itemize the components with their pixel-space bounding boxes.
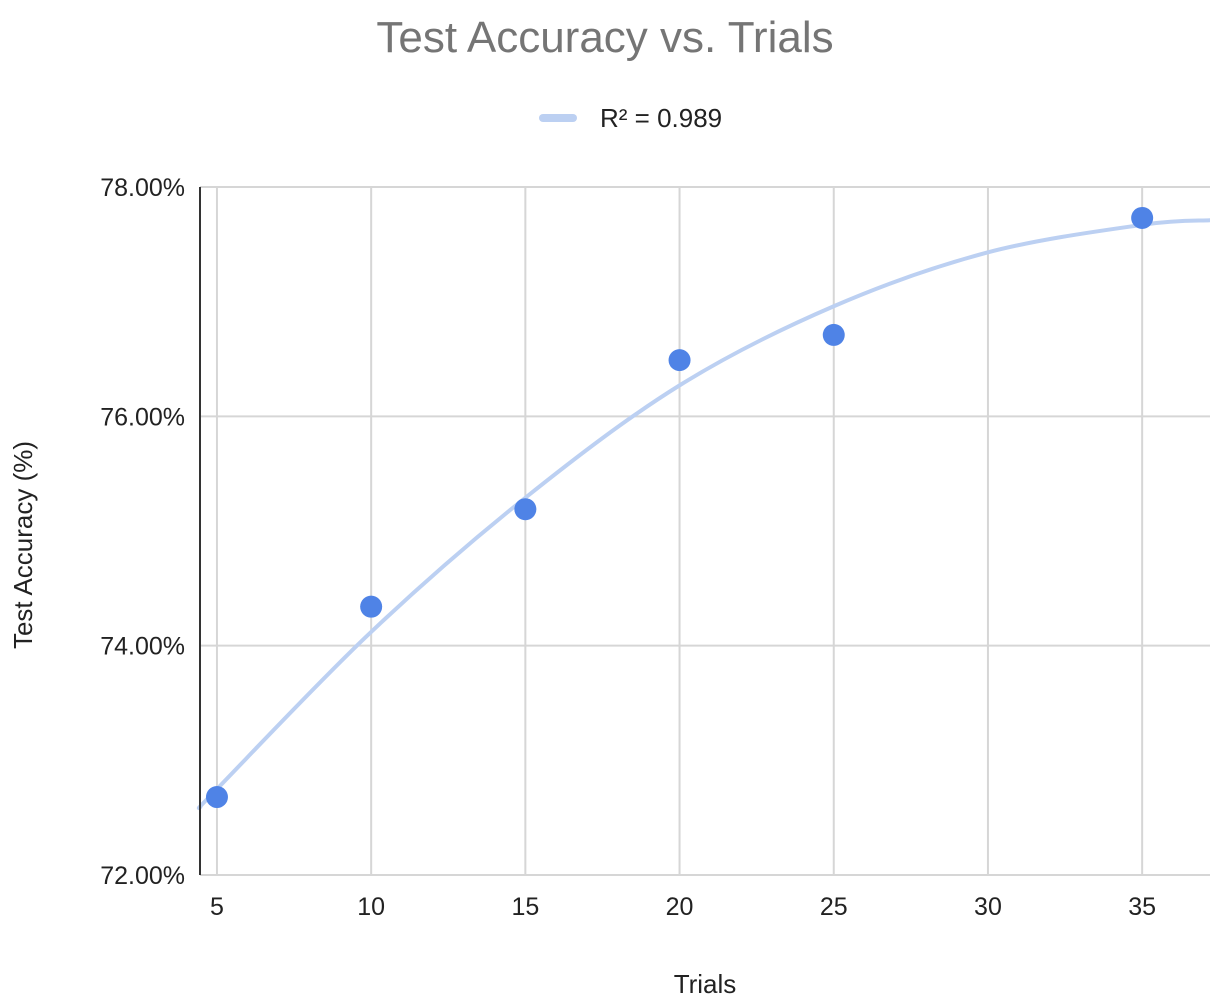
chart-title: Test Accuracy vs. Trials (376, 13, 833, 62)
y-axis-title: Test Accuracy (%) (8, 441, 38, 649)
trendline (196, 218, 1210, 811)
x-tick-label: 5 (210, 893, 224, 921)
tick-labels: 72.00% 74.00% 76.00% 78.00% 5 10 15 20 25 30 35 (100, 174, 1156, 921)
y-tick-label: 74.00% (100, 633, 185, 661)
data-point (1131, 206, 1154, 229)
legend: R² = 0.989 (539, 103, 722, 133)
y-tick-label: 72.00% (100, 862, 185, 890)
x-tick-label: 30 (974, 893, 1002, 921)
trendline-layer (196, 218, 1210, 811)
x-tick-label: 15 (511, 893, 539, 921)
data-point (205, 786, 228, 809)
y-tick-label: 76.00% (100, 403, 185, 431)
x-tick-label: 25 (820, 893, 848, 921)
data-point (514, 498, 537, 521)
x-axis-title: Trials (674, 969, 737, 997)
x-tick-label: 35 (1128, 893, 1156, 921)
x-tick-label: 20 (666, 893, 694, 921)
legend-label: R² = 0.989 (600, 103, 722, 133)
grid (200, 186, 1210, 876)
x-tick-label: 10 (357, 893, 385, 921)
data-point (822, 323, 845, 346)
data-points (205, 206, 1154, 809)
y-tick-label: 78.00% (100, 174, 185, 202)
data-point (360, 595, 383, 618)
data-point (668, 349, 691, 372)
